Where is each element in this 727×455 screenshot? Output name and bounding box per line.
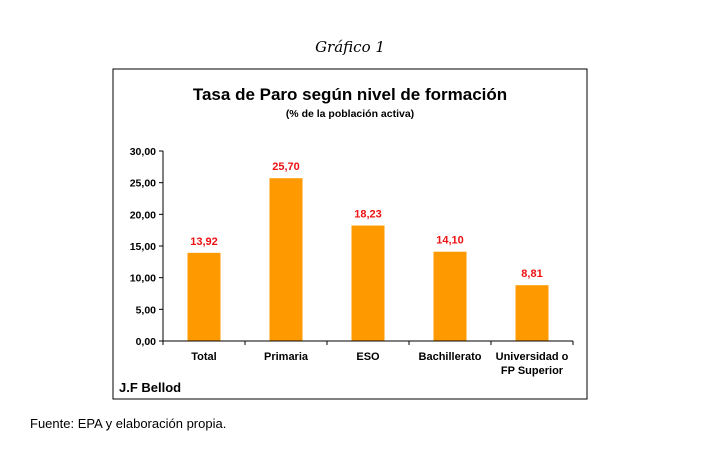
category-label-line: FP Superior: [501, 365, 564, 377]
y-tick-label: 5,00: [136, 304, 157, 316]
y-tick-label: 30,00: [130, 146, 156, 158]
category-label: Universidad o FP Superior: [496, 351, 569, 377]
x-axis: Total Primaria ESO Bachillerato Universidad …: [162, 340, 574, 377]
bars: 13,92 25,70 18,23 14,10 8,81: [187, 161, 549, 341]
chart-subtitle: (% de la población activa): [286, 108, 414, 120]
data-label: 18,23: [354, 209, 382, 221]
data-label: 13,92: [190, 236, 218, 248]
category-label: Bachillerato: [419, 351, 482, 363]
category-label-line: Universidad o: [496, 351, 569, 363]
source-note: Fuente: EPA y elaboración propia.: [30, 416, 226, 431]
y-axis: 0,00 5,00 10,00 15,00 20,00 25,00 30,00: [130, 146, 164, 348]
author-credit: J.F Bellod: [119, 380, 181, 395]
y-tick-label: 10,00: [130, 273, 156, 285]
y-tick-label: 0,00: [136, 336, 157, 348]
category-label: Primaria: [264, 351, 309, 363]
y-tick-label: 25,00: [130, 178, 156, 190]
chart-title: Tasa de Paro según nivel de formación: [193, 85, 507, 104]
category-label-line: ESO: [356, 351, 380, 363]
data-label: 25,70: [272, 161, 300, 173]
category-label-line: Total: [191, 351, 216, 363]
bar: [187, 252, 221, 341]
category-label-line: Primaria: [264, 351, 309, 363]
data-label: 14,10: [436, 235, 464, 247]
bar: [269, 178, 303, 341]
chart-frame: [112, 68, 588, 400]
bar: [515, 285, 549, 341]
category-label: Total: [191, 351, 216, 363]
category-label: ESO: [356, 351, 380, 363]
bar: [351, 225, 385, 341]
y-tick-label: 15,00: [130, 241, 156, 253]
y-tick-label: 20,00: [130, 209, 156, 221]
figure-caption: Gráfico 1: [315, 38, 385, 56]
category-label-line: Bachillerato: [419, 351, 482, 363]
bar: [433, 251, 467, 341]
data-label: 8,81: [521, 268, 542, 280]
